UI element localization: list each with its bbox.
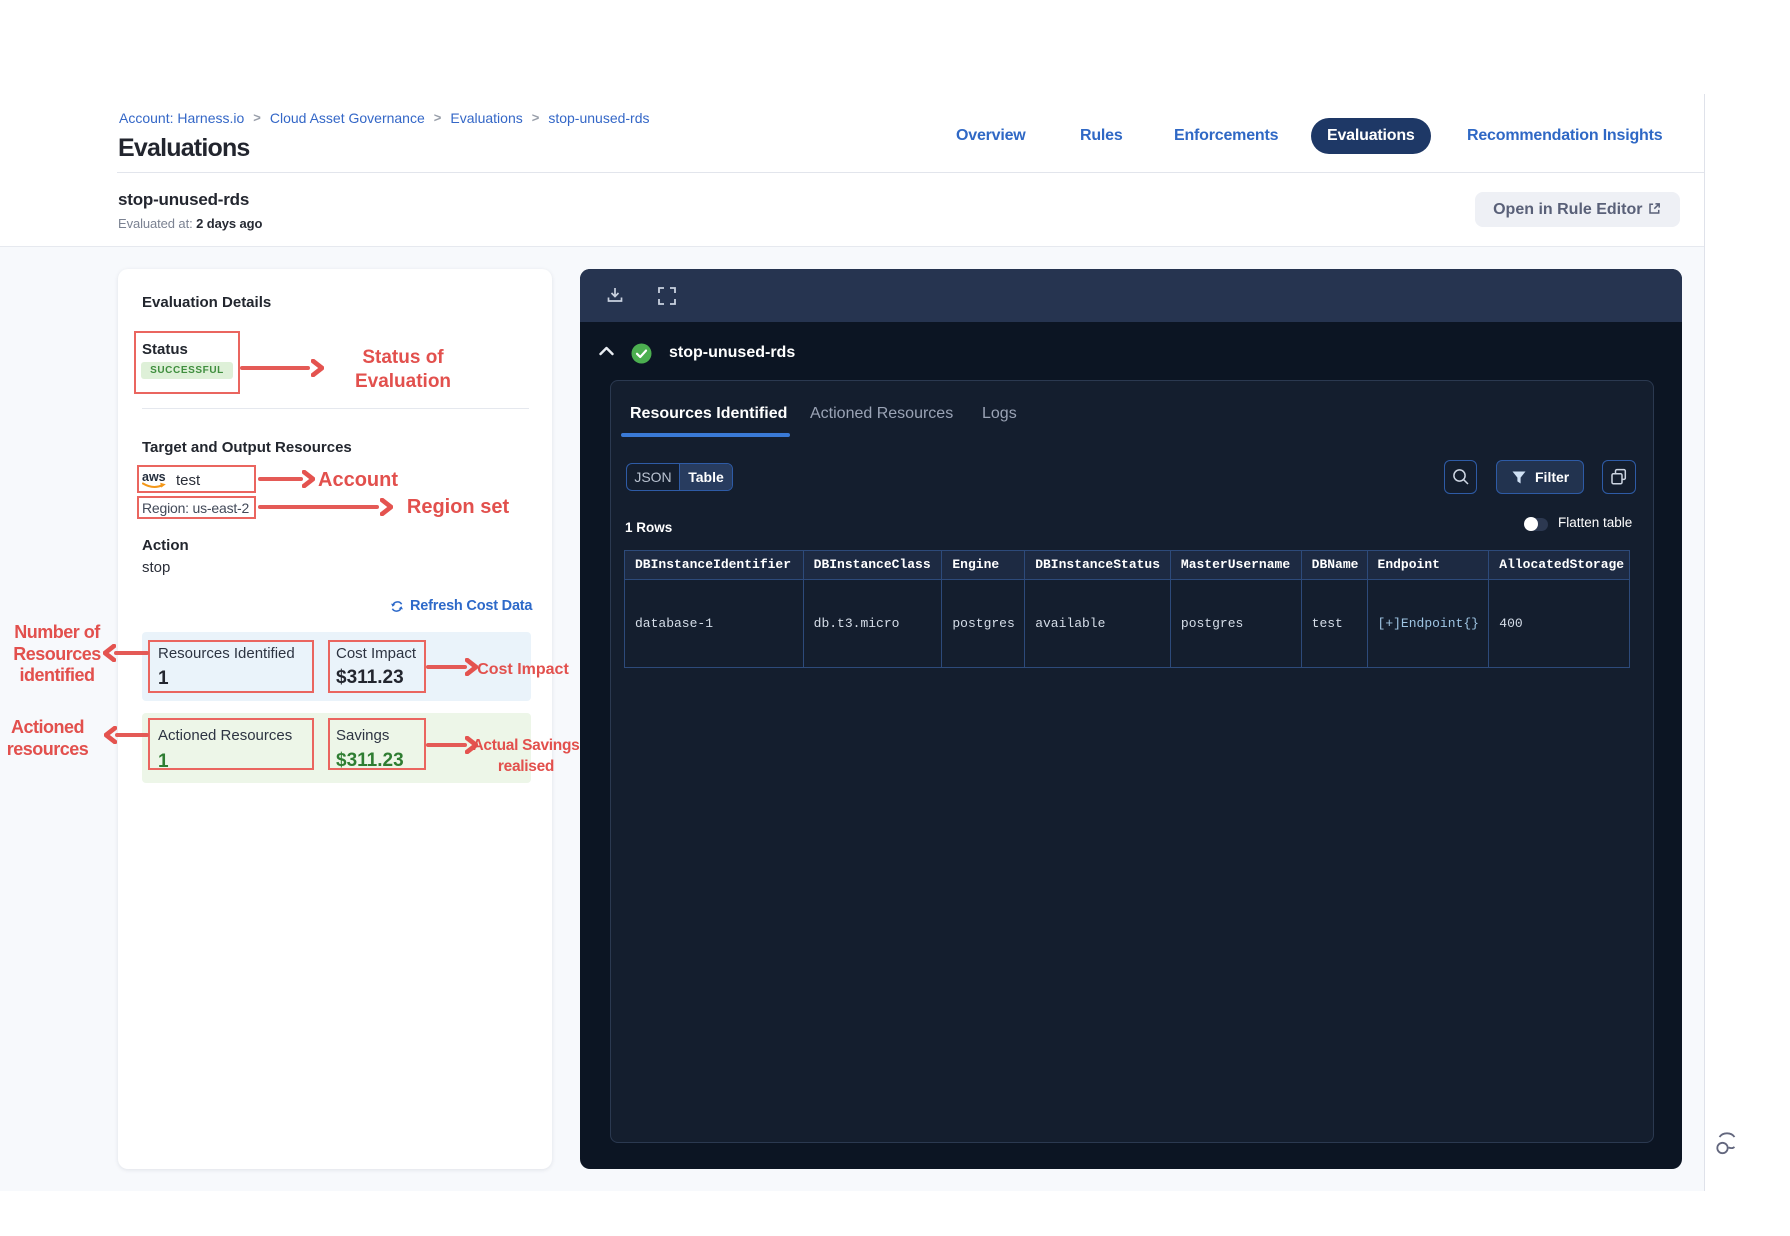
svg-text:aws: aws [142, 470, 166, 484]
